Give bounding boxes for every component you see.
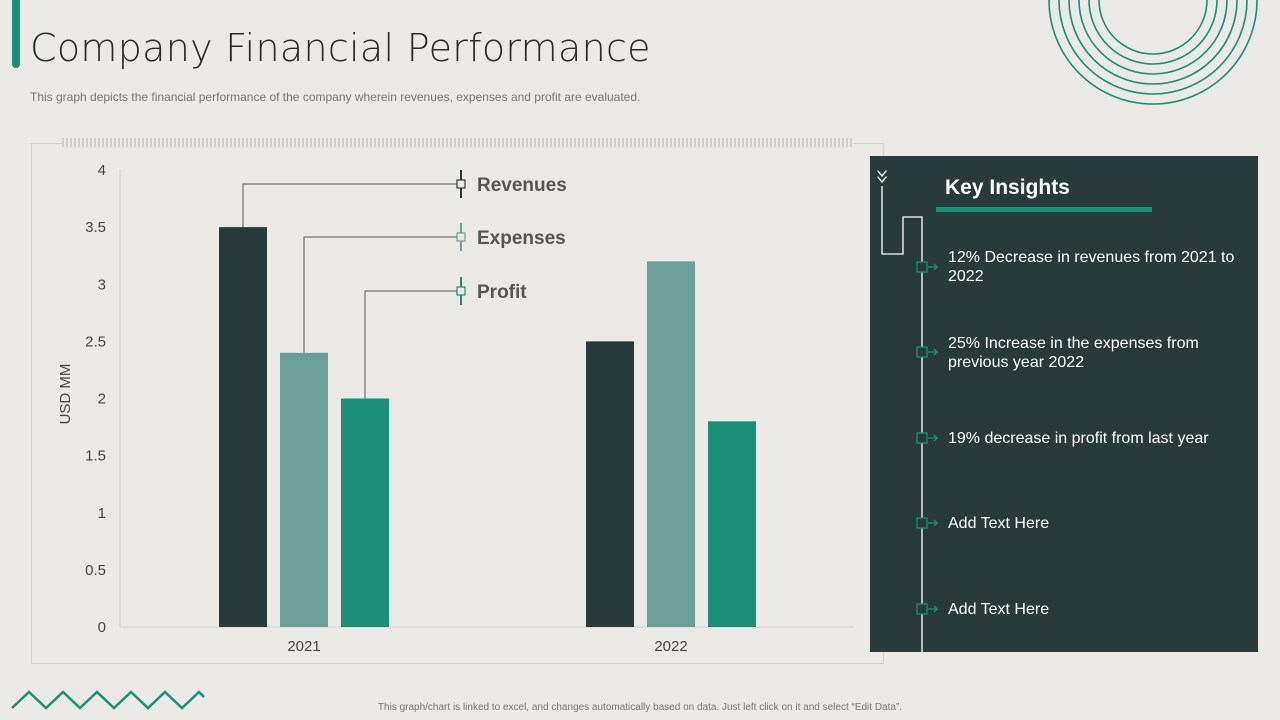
legend-node-revenues [456, 179, 466, 189]
legend-node-profit [456, 286, 466, 296]
legend-node-expenses [456, 232, 466, 242]
timeline-node [916, 517, 928, 529]
key-insights-panel: Key Insights 12% Decrease in revenues fr… [870, 156, 1258, 652]
timeline-arrow-icon [928, 519, 939, 524]
timeline-arrow-icon [928, 434, 939, 439]
y-tick-label: 3 [98, 276, 106, 293]
y-tick-label: 0.5 [85, 562, 106, 579]
footer-note: This graph/chart is linked to excel, and… [377, 702, 903, 713]
bar-expenses-2021 [280, 352, 328, 627]
legend-label-revenues: Revenues [477, 175, 567, 196]
x-tick-label: 2021 [287, 638, 320, 655]
timeline-node [916, 432, 928, 444]
y-tick-label: 2.5 [85, 333, 106, 350]
y-axis-label: USD MM [57, 364, 74, 425]
bar-revenues-2022 [586, 341, 634, 627]
legend-label-expenses: Expenses [477, 228, 566, 249]
legend-connector-expenses [303, 236, 461, 353]
timeline-arrow-icon [928, 348, 939, 353]
y-tick-label: 3.5 [85, 219, 106, 236]
bar-revenues-2021 [219, 227, 267, 627]
page-subtitle: This graph depicts the financial perform… [30, 90, 641, 104]
legend-connector-revenues [242, 183, 461, 228]
timeline-arrow-tip [933, 351, 938, 356]
zigzag-decoration [11, 690, 205, 710]
x-tick-label: 2022 [654, 638, 687, 655]
insight-item-2: 25% Increase in the expenses from previo… [948, 335, 1199, 371]
y-tick-label: 1.5 [85, 448, 106, 465]
timeline-arrow-tip [933, 266, 938, 271]
bar-expenses-2022 [647, 261, 695, 627]
y-tick-label: 0 [98, 619, 106, 636]
key-insights-underline [936, 207, 1152, 212]
y-tick-label: 2 [98, 391, 106, 408]
insights-timeline [877, 170, 939, 652]
timeline-arrow-icon [928, 605, 939, 610]
bar-profit-2021 [341, 398, 389, 627]
title-accent-bar [12, 0, 20, 68]
key-insights-title: Key Insights [945, 176, 1070, 199]
insight-item-3: 19% decrease in profit from last year [948, 430, 1209, 447]
timeline-node [916, 346, 928, 358]
legend-label-profit: Profit [477, 282, 527, 303]
timeline-node [916, 603, 928, 615]
page-title: Company Financial Performance [30, 26, 651, 70]
timeline-arrow-tip [933, 522, 938, 527]
bar-chart: 0 0.5 1 1.5 2 2.5 3 3.5 4 USD MM 2021 2022 Revenues E… [57, 162, 855, 655]
insight-item-5: Add Text Here [948, 601, 1050, 618]
y-tick-label: 4 [98, 162, 106, 179]
legend-connector-profit [364, 290, 461, 399]
timeline-arrow-icon [928, 263, 939, 268]
chart-top-strip [62, 138, 854, 147]
timeline-arrow-tip [933, 608, 938, 613]
bar-profit-2022 [708, 421, 756, 627]
y-tick-label: 1 [98, 505, 106, 522]
timeline-node [916, 261, 928, 273]
insight-item-1: 12% Decrease in revenues from 2021 to 20… [948, 249, 1235, 285]
decorative-rings [1048, 0, 1258, 105]
timeline-arrow-tip [933, 437, 938, 442]
insight-item-4: Add Text Here [948, 515, 1050, 532]
